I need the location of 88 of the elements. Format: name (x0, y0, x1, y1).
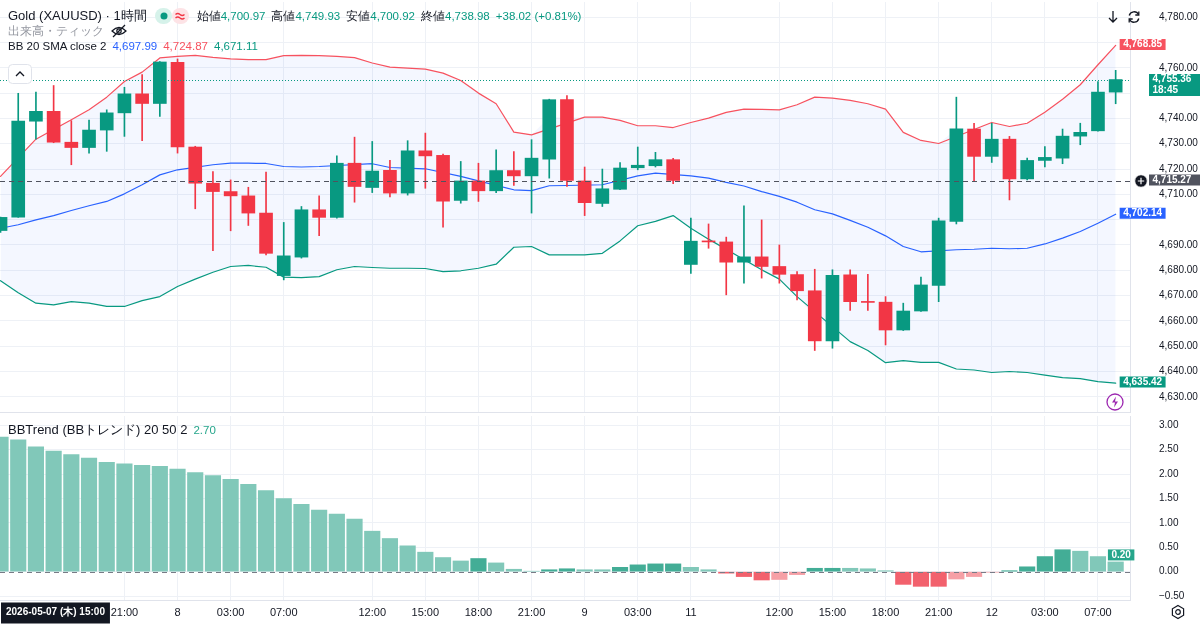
y-tick-label: −0.50 (1159, 589, 1185, 601)
bar (470, 558, 487, 572)
x-tick-label: 18:00 (464, 605, 493, 618)
x-tick-label: 15:00 (411, 605, 440, 618)
candlestick (1038, 146, 1052, 168)
bar (381, 538, 399, 572)
x-tick-label: 21:00 (517, 605, 546, 618)
annotation: 4,697.99 (112, 40, 158, 52)
bar (930, 571, 947, 587)
bar (204, 475, 222, 572)
candlestick (630, 146, 645, 171)
annotation: 安値4,700.92 (346, 9, 415, 22)
y-tick-label: 2.00 (1159, 467, 1179, 479)
candlestick (312, 195, 326, 236)
bar (1089, 556, 1107, 572)
y-tick-label: 4,640.00 (1159, 365, 1199, 377)
x-tick-label: 15:00 (818, 605, 847, 618)
y-tick-label: 4,670.00 (1159, 289, 1199, 301)
candlestick (507, 151, 521, 186)
y-tick-label: 4,690.00 (1159, 238, 1199, 250)
data-label: 4,635.42 (1123, 375, 1163, 387)
x-tick-label: 12:00 (358, 605, 387, 618)
bar (771, 571, 788, 580)
annotation: +38.02 (+0.81%) (495, 10, 582, 22)
y-tick-label: 4,710.00 (1159, 188, 1199, 200)
y-tick-label: 0.00 (1159, 565, 1179, 577)
data-label: 4,702.14 (1123, 206, 1163, 218)
y-tick-label: 4,780.00 (1159, 10, 1199, 22)
text: 18:45 (1152, 84, 1179, 96)
y-tick-label: 1.00 (1159, 516, 1179, 528)
candlestick (206, 171, 220, 252)
annotation: 4,724.87 (163, 40, 208, 52)
bar (80, 457, 98, 572)
bar (27, 446, 45, 572)
ref-line-label: 4,715.27 (1152, 173, 1192, 185)
x-tick-label: 07:00 (269, 605, 298, 618)
annotation: 始値4,700.97 (196, 9, 266, 22)
data-label: 0.20 (1111, 548, 1132, 560)
text: 2026-05-07 (木) 15:00 (6, 606, 106, 618)
y-tick-label: 4,730.00 (1159, 137, 1199, 149)
bar (488, 562, 505, 572)
y-tick-label: 4,720.00 (1159, 162, 1199, 174)
x-tick-label: 21:00 (924, 605, 953, 618)
annotation: 出来高・ティック (8, 23, 104, 39)
x-tick-label: 21:00 (110, 605, 139, 618)
x-tick-label: 8 (174, 605, 181, 618)
candlestick (135, 74, 149, 142)
bar (452, 560, 469, 572)
annotation: 終値4,738.98 (421, 9, 490, 22)
bar (1072, 550, 1089, 572)
bar (895, 571, 912, 585)
x-tick-label: 9 (581, 605, 588, 618)
bar (257, 490, 275, 572)
y-tick-label: 1.50 (1159, 492, 1179, 504)
y-tick-label: 4,630.00 (1159, 390, 1199, 402)
annotation: BB 20 SMA close 2 (8, 40, 107, 52)
text: Gold (XAUUSD) · 1時間 (8, 7, 147, 25)
bar (842, 567, 859, 572)
y-tick-label: 4,680.00 (1159, 264, 1199, 276)
x-tick-label: 12 (985, 605, 998, 618)
bar (541, 569, 558, 572)
y-tick-label: 4,650.00 (1159, 339, 1199, 351)
x-tick-label: 11 (685, 605, 697, 618)
x-tick-label: 03:00 (216, 605, 245, 618)
y-tick-label: 4,760.00 (1159, 61, 1199, 73)
candlestick (1073, 122, 1088, 146)
annotation: 4,671.11 (213, 40, 258, 52)
annotation: 高値4,749.93 (271, 9, 341, 22)
x-tick-label: 03:00 (623, 605, 652, 618)
x-tick-label: 03:00 (1031, 605, 1059, 618)
x-tick-label: 18:00 (871, 605, 900, 618)
x-tick-label: 12:00 (765, 605, 794, 618)
annotation: 2.70 (193, 424, 216, 436)
y-tick-label: 4,740.00 (1159, 112, 1199, 124)
bar (912, 571, 930, 587)
bar (558, 568, 576, 572)
y-tick-label: 0.50 (1159, 541, 1179, 553)
y-tick-label: 4,660.00 (1159, 314, 1199, 326)
candlestick (29, 91, 43, 140)
bar (611, 566, 629, 572)
y-tick-label: 3.00 (1159, 419, 1179, 431)
data-label: 4,768.85 (1123, 38, 1163, 50)
ref-line-label: 4,755.36 (1152, 73, 1192, 85)
candlestick (861, 273, 875, 311)
bar (434, 557, 452, 572)
text: BBTrend (BBトレンド) 20 50 2 (8, 421, 188, 439)
y-tick-label: 2.50 (1159, 443, 1179, 455)
x-tick-label: 07:00 (1084, 605, 1112, 618)
